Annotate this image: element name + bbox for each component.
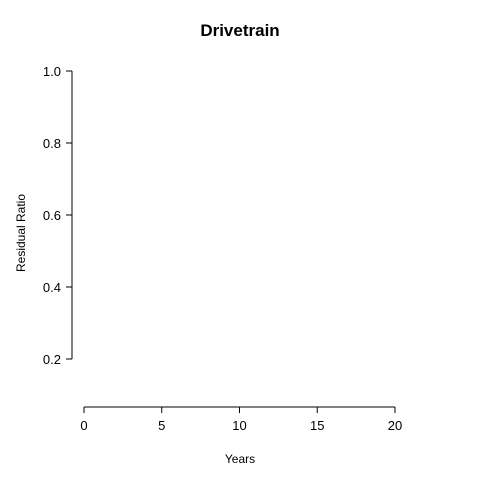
x-tick-label: 20 — [388, 418, 402, 433]
chart-title: Drivetrain — [200, 21, 279, 40]
x-tick-label: 10 — [232, 418, 246, 433]
x-tick-label: 15 — [310, 418, 324, 433]
y-tick-label: 0.8 — [43, 136, 61, 151]
y-tick-label: 0.4 — [43, 280, 61, 295]
x-tick-label: 0 — [80, 418, 87, 433]
x-axis: 0 5 10 15 20 — [80, 406, 402, 433]
y-tick-label: 0.6 — [43, 208, 61, 223]
y-tick-label: 1.0 — [43, 64, 61, 79]
y-tick-label: 0.2 — [43, 352, 61, 367]
y-axis-label: Residual Ratio — [14, 194, 28, 272]
y-axis: 0.2 0.4 0.6 0.8 1.0 — [43, 64, 73, 367]
x-axis-label: Years — [225, 452, 255, 466]
x-tick-label: 5 — [158, 418, 165, 433]
